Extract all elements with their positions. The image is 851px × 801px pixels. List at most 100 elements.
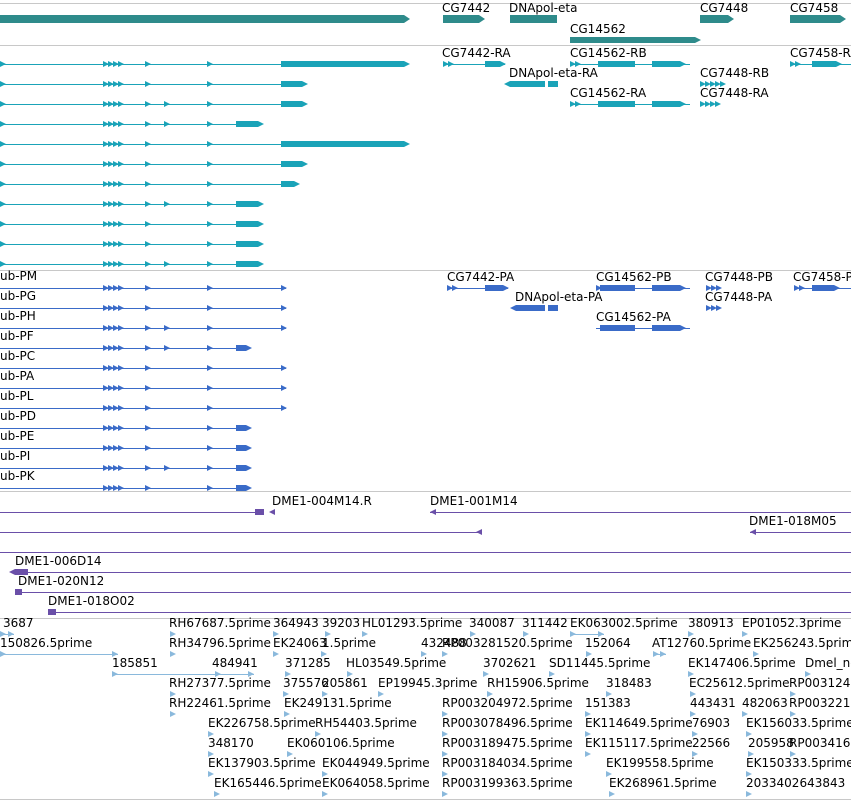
exon-arrow	[207, 61, 213, 67]
exon-arrow	[0, 221, 6, 227]
exon-arrow	[108, 445, 114, 451]
exon-arrow	[108, 261, 114, 267]
transcript-exon	[281, 161, 302, 167]
gene-bar	[443, 15, 479, 23]
exon-arrow	[294, 181, 300, 187]
exon-arrow	[281, 385, 287, 391]
exon-arrow	[145, 81, 151, 87]
exon-arrow	[207, 221, 213, 227]
est-mark	[321, 651, 327, 657]
est-mark	[470, 631, 476, 637]
protein-exon	[236, 465, 246, 471]
est-label: Dmel_ne	[805, 656, 851, 670]
exon-block	[652, 285, 680, 291]
strand-arrow	[510, 305, 516, 311]
est-label: EK064058.5prime	[322, 776, 430, 790]
exon-arrow	[103, 241, 109, 247]
exon-arrow	[452, 285, 458, 291]
exon-arrow	[113, 305, 119, 311]
est-label: AT12760.5prime	[652, 636, 752, 650]
est-label: 205958	[748, 736, 794, 750]
est-mark	[442, 651, 448, 657]
est-label: 150826.5prime	[0, 636, 93, 650]
est-label: EK115117.5prime	[585, 736, 693, 750]
exon-arrow	[113, 425, 119, 431]
exon-arrow	[103, 181, 109, 187]
clone-label: DME1-004M14.R	[272, 494, 372, 508]
exon-arrow	[207, 81, 213, 87]
exon-arrow	[207, 181, 213, 187]
exon-arrow	[258, 261, 264, 267]
protein-label: ub-PD	[0, 409, 37, 423]
est-mark	[742, 711, 748, 717]
est-mark	[585, 711, 591, 717]
exon-block	[600, 285, 635, 291]
protein-label: ub-PM	[0, 269, 38, 283]
est-mark	[746, 731, 752, 737]
exon-block	[485, 61, 500, 67]
transcript-label: CG14562-RA	[570, 86, 647, 100]
exon-arrow	[164, 101, 170, 107]
exon-arrow	[596, 285, 602, 291]
est-mark	[585, 731, 591, 737]
protein-label: ub-PH	[0, 309, 36, 323]
exon-arrow	[103, 285, 109, 291]
exon-arrow	[118, 445, 124, 451]
transcript-exon	[281, 61, 404, 67]
exon-arrow	[795, 61, 801, 67]
exon-arrow	[207, 425, 213, 431]
exon-arrow	[716, 305, 722, 311]
est-mark	[442, 771, 448, 777]
gene-bar	[790, 15, 840, 23]
exon-arrow	[118, 201, 124, 207]
exon-arrow	[145, 181, 151, 187]
exon-arrow	[164, 121, 170, 127]
exon-arrow	[113, 121, 119, 127]
exon-arrow	[113, 161, 119, 167]
exon-arrow	[207, 345, 213, 351]
est-label: 482063	[742, 696, 788, 710]
est-label: 76903	[692, 716, 731, 730]
exon-arrow	[710, 101, 716, 107]
exon-arrow	[0, 141, 6, 147]
est-mark	[208, 731, 214, 737]
exon-arrow	[404, 141, 410, 147]
exon-arrow	[281, 325, 287, 331]
exon-arrow	[113, 405, 119, 411]
est-label: RH54403.5prime	[315, 716, 417, 730]
strand-arrow	[680, 285, 686, 291]
exon-block	[600, 325, 635, 331]
exon-arrow	[716, 285, 722, 291]
est-mark	[362, 631, 368, 637]
exon-arrow	[145, 161, 151, 167]
est-label: EK199558.5prime	[606, 756, 714, 770]
est-mark	[322, 691, 328, 697]
est-label: EK256243.5prime	[753, 636, 851, 650]
protein-label: CG7442-PA	[447, 270, 515, 284]
est-label: EK147406.5prime	[688, 656, 796, 670]
est-label: EK063002.5prime	[570, 616, 678, 630]
exon-arrow	[145, 241, 151, 247]
est-mark	[287, 751, 293, 757]
exon-arrow	[118, 385, 124, 391]
exon-arrow	[103, 81, 109, 87]
exon-arrow	[0, 201, 6, 207]
clone-label: DME1-006D14	[15, 554, 102, 568]
est-label: 318483	[606, 676, 652, 690]
exon-arrow	[302, 161, 308, 167]
exon-arrow	[706, 285, 712, 291]
est-label: RH15906.5prime	[487, 676, 589, 690]
gene-arrow	[840, 15, 846, 23]
est-label: RH27377.5prime	[169, 676, 271, 690]
est-label: EK268961.5prime	[609, 776, 717, 790]
exon-arrow	[113, 201, 119, 207]
exon-arrow	[118, 325, 124, 331]
est-label: RP003281520.5prime	[442, 636, 573, 650]
est-label: 432488	[421, 636, 467, 650]
est-label: RP003199363.5prime	[442, 776, 573, 790]
exon-arrow	[145, 305, 151, 311]
exon-arrow	[448, 61, 454, 67]
exon-arrow	[113, 141, 119, 147]
est-mark	[0, 631, 6, 637]
